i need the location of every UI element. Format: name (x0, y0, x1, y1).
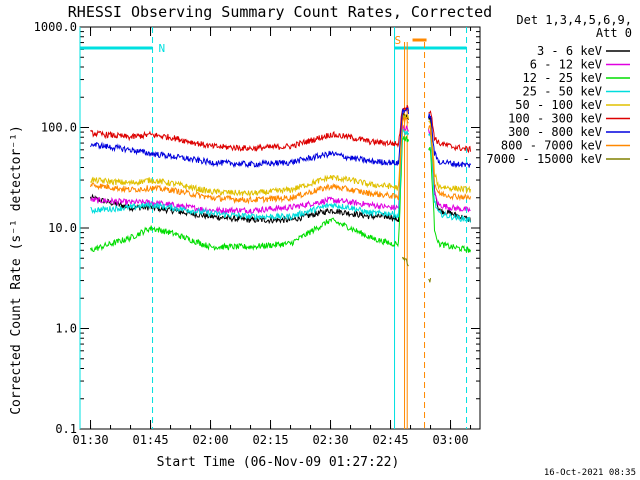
x-axis: 01:30 01:45 02:00 02:15 02:30 02:45 03:00 (72, 27, 472, 447)
chart-title: RHESSI Observing Summary Count Rates, Co… (68, 3, 492, 21)
legend-entry-label: 12 - 25 keV (523, 71, 602, 85)
x-tick-label: 02:15 (252, 433, 288, 447)
x-axis-label: Start Time (06-Nov-09 01:27:22) (157, 455, 400, 470)
y-tick-label: 100.0 (41, 121, 77, 135)
series-line (90, 128, 471, 223)
legend-entry-label: 800 - 7000 keV (501, 139, 602, 153)
series-line (90, 135, 471, 253)
legend-entry-label: 300 - 800 keV (508, 125, 602, 139)
series-line (90, 115, 471, 205)
series-line (90, 124, 471, 215)
x-tick-label: 02:30 (312, 433, 348, 447)
legend-entry-label: 25 - 50 keV (523, 85, 602, 99)
y-tick-label: 1.0 (55, 322, 77, 336)
plot-area-frame (79, 26, 481, 430)
x-tick-label: 01:30 (72, 433, 108, 447)
legend-entry-label: 7000 - 15000 keV (486, 152, 602, 166)
annotation-layer: NS (79, 27, 468, 429)
y-tick-label: 0.1 (55, 422, 77, 436)
night-label: N (159, 42, 166, 55)
x-tick-label: 01:45 (132, 433, 168, 447)
x-tick-label: 03:00 (432, 433, 468, 447)
legend-entry-label: 6 - 12 keV (530, 58, 602, 72)
y-axis-label: Corrected Count Rate (s⁻¹ detector⁻¹) (9, 125, 24, 415)
series-line (90, 104, 471, 154)
series-line (402, 256, 431, 283)
y-tick-label: 1000.0 (34, 20, 77, 34)
series-layer (90, 104, 471, 283)
legend-entry-label: 3 - 6 keV (537, 44, 602, 58)
series-line (90, 107, 471, 169)
y-tick-label: 10.0 (48, 221, 77, 235)
series-line (90, 113, 471, 198)
legend-header-line-1: Det 1,3,4,5,6,9, (516, 13, 632, 27)
plot-timestamp: 16-Oct-2021 08:35 (544, 468, 636, 478)
x-tick-label: 02:00 (192, 433, 228, 447)
saa-label: S (395, 34, 402, 47)
legend-entry-label: 50 - 100 keV (515, 98, 602, 112)
y-axis: 0.1 1.0 10.0 100.0 1000.0 (34, 20, 480, 436)
legend-header-line-2: Att 0 (596, 26, 632, 40)
legend-entry-label: 100 - 300 keV (508, 112, 602, 126)
x-tick-label: 02:45 (372, 433, 408, 447)
